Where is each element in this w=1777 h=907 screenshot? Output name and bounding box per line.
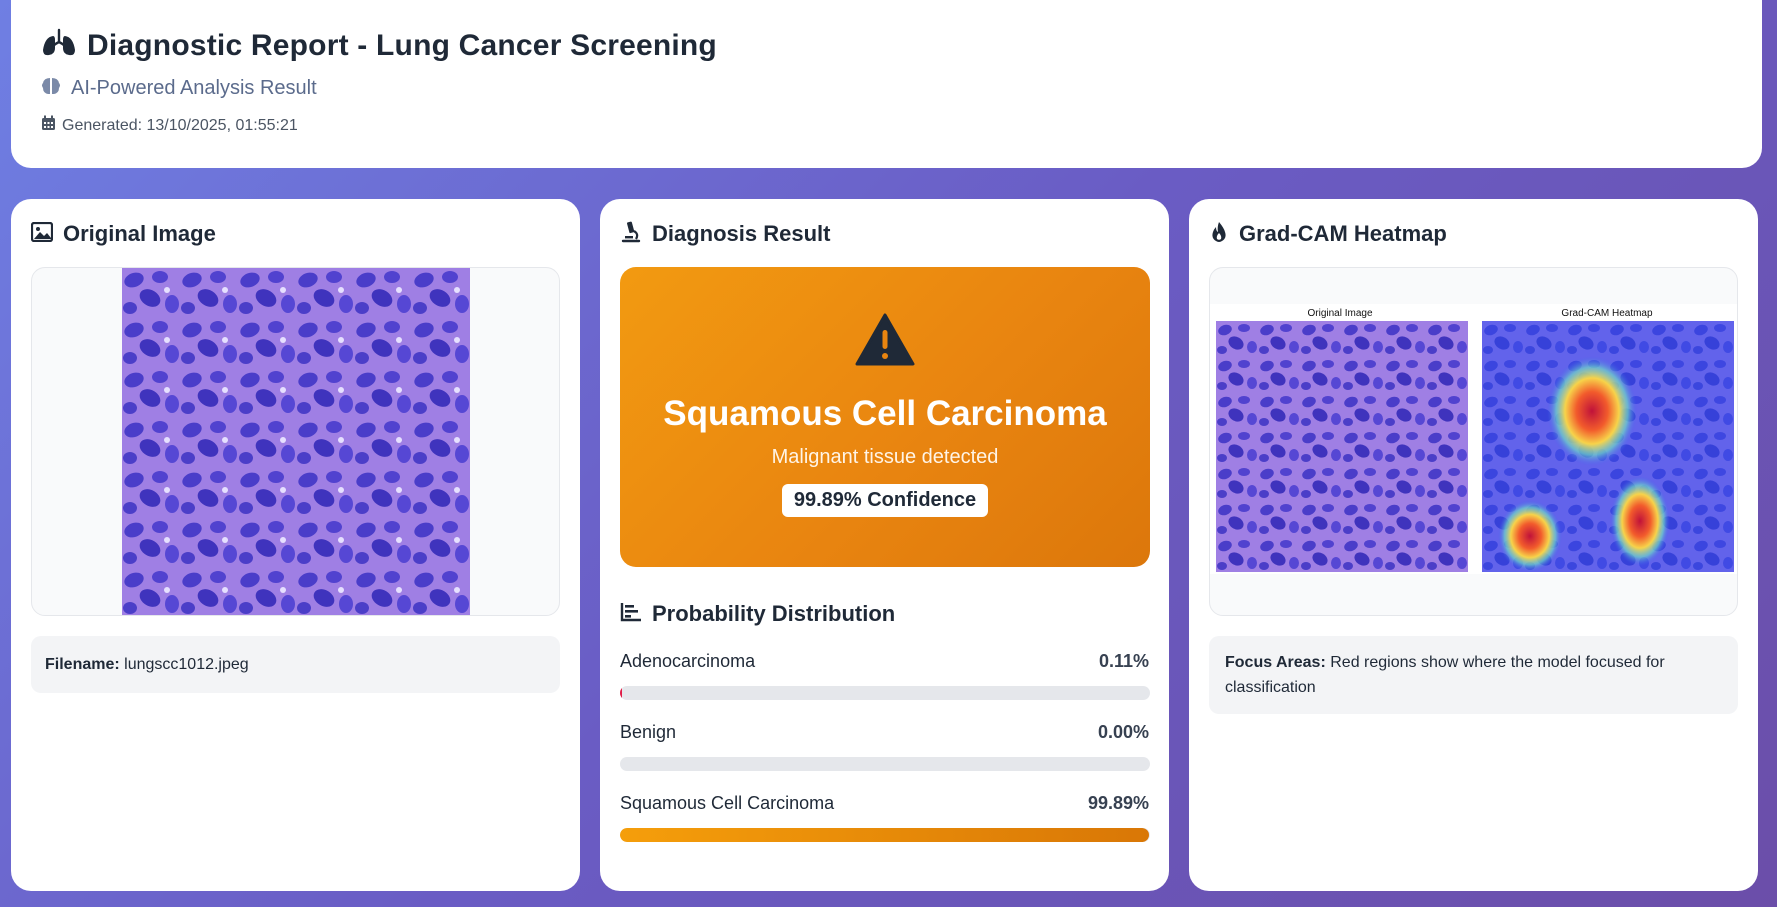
focus-label: Focus Areas: [1225,654,1326,671]
probability-title: Probability Distribution [652,601,896,626]
probability-value: 0.00% [1097,722,1149,742]
filename-info: Filename: lungscc1012.jpeg [31,636,560,693]
gradcam-card: Grad-CAM Heatmap Original Image Grad-CAM… [1189,199,1758,891]
probability-label: Benign [620,722,677,742]
diagnosis-name: Squamous Cell Carcinoma [663,394,1107,433]
lungs-icon [41,28,77,63]
diagnosis-description: Malignant tissue detected [771,446,999,468]
focus-text: Red regions show where the model focused… [1225,654,1665,696]
focus-areas-info: Focus Areas: Red regions show where the … [1209,636,1738,714]
gradcam-frame: Original Image Grad-CAM Heatmap [1209,267,1738,616]
probability-list: Adenocarcinoma 0.11% Benign 0.00% Squamous C… [620,651,1150,842]
image-icon [30,221,54,247]
original-image-card: Original Image Filename: lungscc1012.jpe… [11,199,580,891]
probability-item: Adenocarcinoma 0.11% [620,651,1150,700]
probability-bar-fill [620,686,623,700]
probability-label: Squamous Cell Carcinoma [620,793,835,813]
diagnosis-card: Diagnosis Result Squamous Cell Carcinoma… [600,199,1169,891]
histology-image [121,268,470,615]
probability-bar-track [620,686,1150,700]
original-image-frame [31,267,560,616]
probability-item: Benign 0.00% [620,722,1150,771]
probability-label: Adenocarcinoma [620,651,756,671]
bar-chart-icon [620,602,642,627]
probability-bar-fill [620,828,1150,842]
filename-label: Filename: [45,656,120,673]
page-title: Diagnostic Report - Lung Cancer Screenin… [87,28,717,62]
generated-timestamp: Generated: 13/10/2025, 01:55:21 [62,116,298,134]
diagnosis-banner: Squamous Cell Carcinoma Malignant tissue… [620,267,1150,567]
confidence-badge: 99.89% Confidence [781,484,989,517]
gradcam-right-label: Grad-CAM Heatmap [1561,308,1653,319]
probability-bar-track [620,828,1150,842]
probability-value: 99.89% [1087,793,1149,813]
filename-value: lungscc1012.jpeg [124,656,249,673]
probability-item: Squamous Cell Carcinoma 99.89% [620,793,1150,842]
microscope-icon [620,221,642,248]
fire-icon [1209,221,1229,248]
warning-icon [855,313,915,372]
diagnosis-title: Diagnosis Result [652,221,831,246]
gradcam-original-thumbnail [1216,321,1468,572]
report-header: Diagnostic Report - Lung Cancer Screenin… [11,0,1762,168]
brain-icon [41,77,61,100]
gradcam-left-label: Original Image [1307,308,1373,319]
page-subtitle: AI-Powered Analysis Result [71,77,317,99]
original-image-title: Original Image [63,221,216,246]
probability-bar-track [620,757,1150,771]
gradcam-heatmap-thumbnail [1482,321,1734,572]
gradcam-title: Grad-CAM Heatmap [1239,221,1447,246]
probability-value: 0.11% [1098,651,1149,671]
calendar-icon [41,115,56,136]
